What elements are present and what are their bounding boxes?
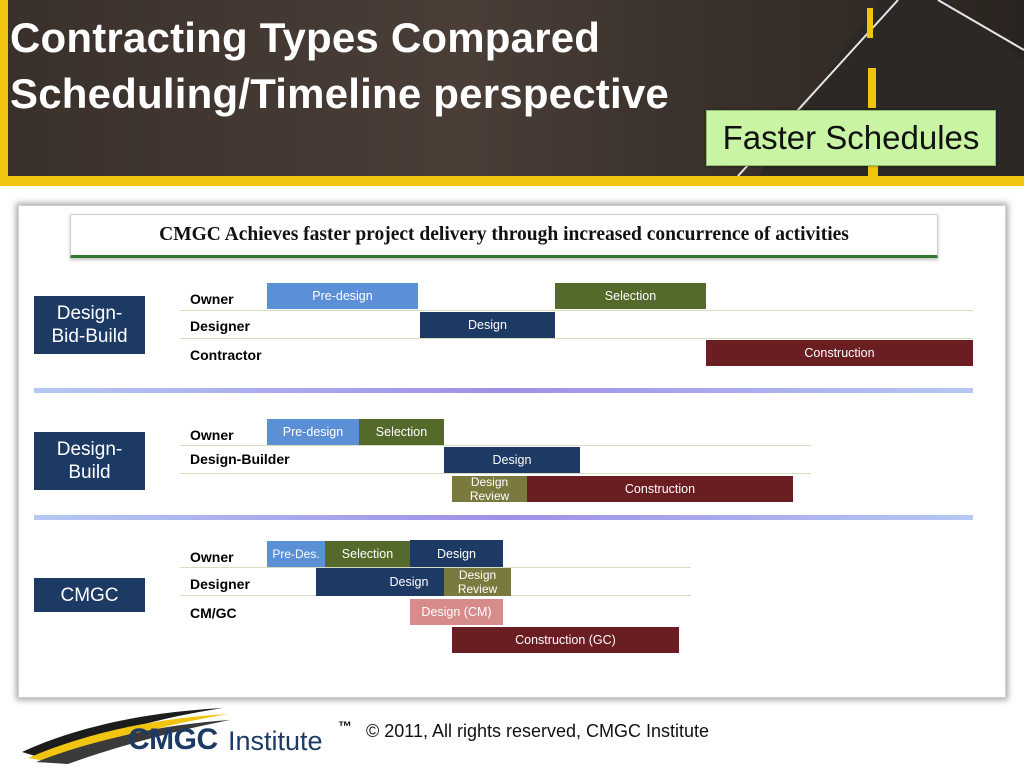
faster-schedules-callout: Faster Schedules xyxy=(706,110,996,166)
bar-selection: Selection xyxy=(359,419,444,445)
bar-construction-gc: Construction (GC) xyxy=(452,627,679,653)
row-divider xyxy=(180,338,973,339)
role-owner: Owner xyxy=(190,291,234,307)
bar-construction: Construction xyxy=(706,340,973,366)
type-label-design-bid-build: Design-Bid-Build xyxy=(34,296,145,354)
type-label-text: Design-Bid-Build xyxy=(51,303,128,347)
banner-statement: CMGC Achieves faster project delivery th… xyxy=(70,214,938,258)
row-divider xyxy=(180,473,811,474)
bar-predesign: Pre-Des. xyxy=(267,541,325,567)
bar-construction: Construction xyxy=(527,476,793,502)
role-designer: Designer xyxy=(190,318,250,334)
section-separator xyxy=(34,388,973,393)
bar-design: Design xyxy=(444,447,580,473)
role-designer: Designer xyxy=(190,576,250,592)
header-frame: Contracting Types Compared Scheduling/Ti… xyxy=(0,0,1024,186)
bar-selection: Selection xyxy=(325,541,410,567)
role-owner: Owner xyxy=(190,549,234,565)
bar-design-cm: Design (CM) xyxy=(410,599,503,625)
role-cm-gc: CM/GC xyxy=(190,605,237,621)
type-label-cmgc: CMGC xyxy=(34,578,145,612)
cmgc-institute-logo xyxy=(22,708,230,764)
page-title-line-1: Contracting Types Compared xyxy=(10,14,601,61)
role-design-builder: Design-Builder xyxy=(190,451,290,467)
row-divider xyxy=(180,310,973,311)
bar-design: Design xyxy=(420,312,555,338)
bar-design-review: Design Review xyxy=(444,568,511,596)
section-separator xyxy=(34,515,973,520)
bar-design-review: Design Review xyxy=(452,476,527,502)
bar-label: Design xyxy=(389,575,429,589)
role-contractor: Contractor xyxy=(190,347,262,363)
bar-design-designer: Design xyxy=(316,568,444,596)
logo-text-cmgc: CMGC xyxy=(128,723,218,756)
bar-selection: Selection xyxy=(555,283,706,309)
header-background: Contracting Types Compared Scheduling/Ti… xyxy=(8,0,1024,176)
bar-predesign: Pre-design xyxy=(267,283,418,309)
type-label-text: Design-Build xyxy=(56,439,123,483)
page-title-line-2: Scheduling/Timeline perspective xyxy=(10,70,669,117)
bar-predesign: Pre-design xyxy=(267,419,359,445)
bar-design-owner: Design xyxy=(410,540,503,567)
row-divider xyxy=(180,445,811,446)
trademark-symbol: ™ xyxy=(338,718,352,734)
role-owner: Owner xyxy=(190,427,234,443)
row-divider xyxy=(180,567,691,568)
type-label-design-build: Design-Build xyxy=(34,432,145,490)
copyright-text: © 2011, All rights reserved, CMGC Instit… xyxy=(366,721,710,741)
logo-text-institute: Institute xyxy=(228,726,323,756)
